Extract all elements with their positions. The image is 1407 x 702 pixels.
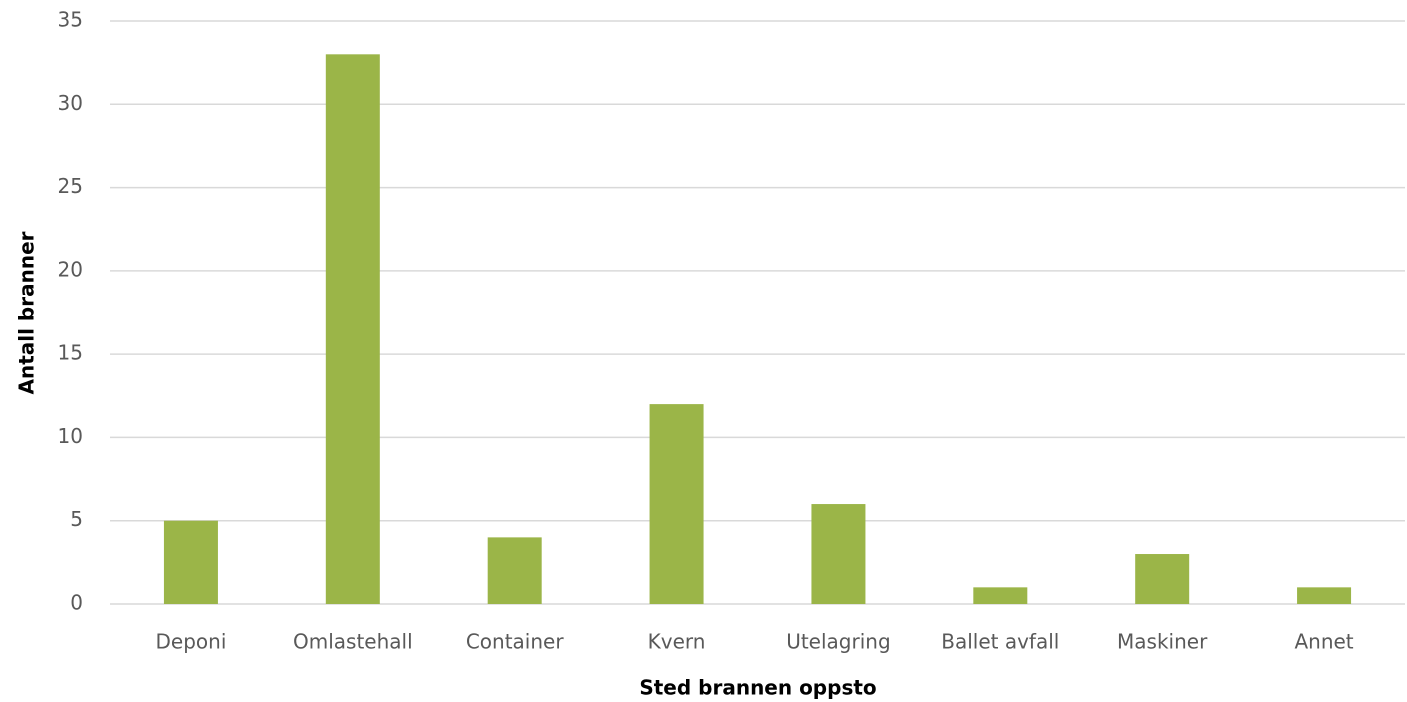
bar [325,54,380,605]
x-tick-label: Deponi [156,630,227,654]
y-tick-label: 0 [70,591,83,615]
x-tick-label: Omlastehall [293,630,413,654]
bar [649,404,704,604]
y-tick-label: 15 [58,341,83,365]
y-tick-label: 35 [58,8,83,32]
x-tick-label: Container [466,630,565,654]
bar [487,537,542,604]
x-tick-label: Maskiner [1117,630,1208,654]
bar [811,504,866,604]
x-tick-label: Annet [1294,630,1353,654]
bar [163,520,218,604]
y-tick-label: 5 [70,507,83,531]
bar [973,587,1028,604]
x-tick-label: Kvern [648,630,706,654]
bar [1297,587,1352,604]
y-tick-label: 30 [58,91,83,115]
x-axis-title: Sted brannen oppsto [639,676,876,700]
x-tick-label: Utelagring [786,630,890,654]
bar [1135,554,1190,604]
y-tick-label: 25 [58,174,83,198]
y-tick-label: 20 [58,257,83,281]
y-axis-title: Antall branner [15,231,39,394]
x-tick-label: Ballet avfall [941,630,1059,654]
y-tick-label: 10 [58,424,83,448]
